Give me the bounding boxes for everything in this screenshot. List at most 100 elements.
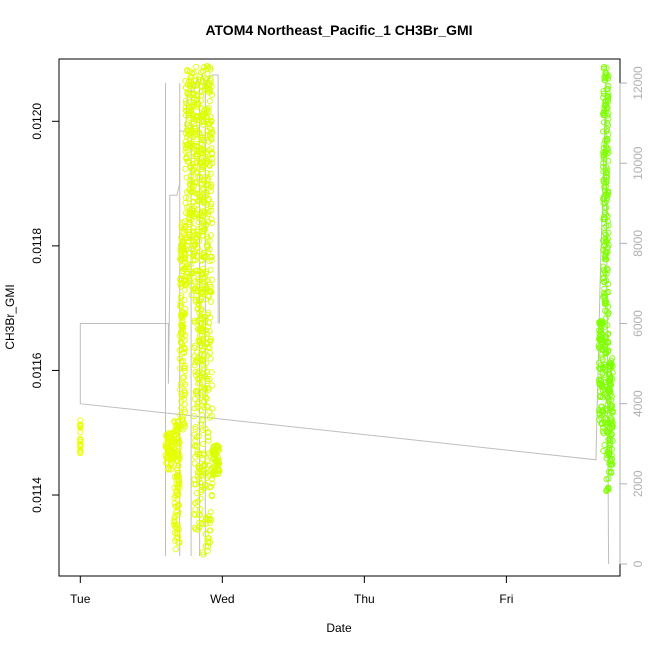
data-point: [182, 165, 189, 172]
data-point: [192, 278, 199, 285]
data-point: [204, 70, 211, 77]
data-point: [203, 474, 210, 481]
data-point: [173, 426, 180, 433]
data-point: [203, 189, 210, 196]
data-point: [205, 82, 212, 89]
data-point: [608, 396, 615, 403]
data-point: [178, 358, 185, 365]
data-point: [188, 153, 195, 160]
data-point: [188, 291, 195, 299]
data-point: [600, 63, 608, 70]
data-point: [208, 200, 215, 207]
data-point: [604, 486, 611, 494]
data-point: [175, 526, 182, 533]
data-point: [179, 219, 186, 226]
data-point: [184, 188, 191, 195]
data-point: [204, 535, 211, 542]
y-axis-label: CH3Br_GMI: [3, 284, 17, 349]
data-point: [197, 495, 204, 502]
data-point: [606, 424, 613, 431]
data-point: [174, 530, 181, 537]
data-point: [168, 466, 175, 473]
data-point: [192, 511, 199, 519]
data-point: [175, 438, 182, 445]
data-point: [608, 446, 615, 453]
data-point: [207, 203, 214, 210]
data-point: [207, 113, 214, 120]
data-point: [181, 286, 188, 293]
data-point: [200, 345, 207, 353]
data-point: [198, 347, 205, 354]
data-point: [192, 499, 199, 507]
data-point: [200, 78, 207, 85]
data-point: [609, 461, 616, 468]
data-point: [182, 223, 189, 230]
y-tick-label: 0.0114: [30, 477, 44, 513]
data-point: [609, 424, 616, 431]
data-point: [204, 378, 211, 385]
data-point: [602, 248, 609, 255]
data-point: [187, 108, 194, 115]
y2-tick-label: 4000: [631, 390, 645, 417]
data-point: [200, 356, 207, 363]
data-point: [193, 211, 200, 218]
data-point: [177, 295, 184, 302]
x-tick-label: Tue: [70, 592, 91, 606]
data-point: [191, 213, 198, 220]
data-point: [605, 475, 612, 482]
data-point: [603, 125, 610, 132]
data-point: [205, 386, 212, 393]
data-point: [200, 178, 208, 185]
data-point: [208, 145, 215, 152]
data-point: [203, 148, 210, 156]
data-point: [171, 419, 178, 426]
x-tick-label: Thu: [354, 592, 375, 606]
data-point: [200, 150, 207, 157]
data-point: [181, 363, 189, 370]
data-point: [605, 451, 612, 458]
data-point: [77, 447, 84, 454]
data-point: [178, 323, 185, 330]
data-point: [198, 327, 206, 335]
data-point: [607, 390, 614, 397]
data-point: [181, 408, 189, 416]
data-point: [206, 64, 214, 71]
data-point: [208, 207, 215, 214]
data-point: [193, 147, 200, 154]
data-point: [600, 216, 607, 223]
data-point: [208, 493, 216, 500]
y-tick-label: 0.0116: [30, 352, 44, 388]
data-point: [171, 514, 178, 521]
plot-frame: [58, 58, 621, 577]
data-point: [199, 141, 206, 148]
data-point: [202, 319, 209, 326]
data-point: [602, 253, 609, 260]
data-point: [602, 256, 609, 263]
y2-tick-label: 6000: [631, 310, 645, 337]
data-point: [604, 104, 611, 111]
data-point: [180, 420, 187, 427]
data-point: [195, 284, 202, 291]
data-point: [207, 288, 214, 295]
data-point: [171, 449, 178, 456]
data-point: [208, 413, 215, 420]
data-point: [164, 444, 172, 451]
data-point: [209, 219, 216, 227]
data-point: [200, 451, 207, 458]
data-point: [184, 142, 191, 149]
data-point: [200, 249, 208, 257]
data-point: [175, 435, 182, 442]
data-point: [177, 339, 184, 346]
data-point: [181, 296, 188, 303]
data-point: [167, 430, 174, 437]
data-point: [188, 73, 195, 80]
data-point: [196, 368, 203, 375]
data-point: [206, 349, 214, 356]
data-point: [186, 219, 193, 226]
data-point: [603, 250, 610, 257]
data-point: [600, 263, 607, 270]
data-point: [199, 232, 206, 239]
data-point: [202, 188, 209, 195]
data-point: [595, 376, 603, 383]
